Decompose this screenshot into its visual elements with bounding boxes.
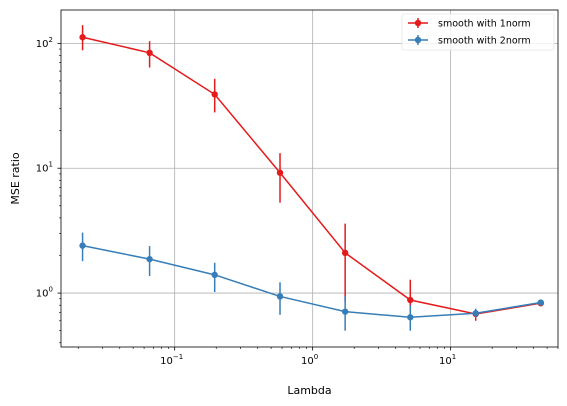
series-line [82, 244, 541, 319]
legend: smooth with 1norm smooth with 2norm [401, 13, 555, 51]
data-point [211, 91, 218, 98]
data-point [79, 242, 86, 249]
data-point [341, 308, 349, 315]
data-point [472, 310, 479, 317]
y-tick-base: 10 [36, 39, 49, 50]
x-axis-label: Lambda [287, 384, 331, 397]
plot-frame [60, 9, 559, 348]
x-tick-label: 10−1 [160, 353, 183, 367]
y-tick-base: 10 [36, 289, 49, 300]
data-point [146, 255, 153, 263]
legend-marker [414, 36, 422, 44]
x-tick-base: 10 [160, 356, 173, 367]
y-tick-exponent: 2 [49, 36, 53, 44]
x-tick-exponent: 0 [314, 353, 318, 361]
data-point [407, 314, 414, 321]
data-point [79, 34, 86, 41]
grid-lines [61, 10, 558, 347]
x-tick-label: 101 [439, 353, 456, 367]
data-point [211, 271, 218, 279]
data-point [146, 49, 153, 57]
y-tick-exponent: 1 [49, 161, 53, 169]
series-line [82, 36, 541, 315]
x-tick-exponent: −1 [173, 353, 183, 361]
data-point [407, 296, 414, 304]
data-point [276, 169, 284, 176]
legend-label: smooth with 2norm [438, 36, 531, 47]
y-tick-label: 101 [36, 161, 53, 175]
x-tick-base: 10 [439, 356, 452, 367]
legend-marker [414, 19, 422, 27]
data-point [276, 293, 284, 300]
y-tick-base: 10 [36, 164, 49, 175]
data-point [537, 299, 544, 306]
y-tick-label: 100 [36, 286, 53, 300]
y-axis-label: MSE ratio [9, 152, 22, 205]
data-point [341, 249, 349, 257]
y-tick-label: 102 [36, 36, 53, 50]
x-tick-label: 100 [301, 353, 318, 367]
series-2 [79, 232, 544, 331]
x-tick-base: 10 [301, 356, 314, 367]
series-1 [79, 25, 544, 321]
legend-label: smooth with 1norm [438, 19, 531, 30]
legend-box [401, 13, 555, 51]
y-tick-exponent: 0 [49, 286, 53, 294]
series-layer [79, 25, 544, 331]
x-tick-exponent: 1 [452, 353, 456, 361]
